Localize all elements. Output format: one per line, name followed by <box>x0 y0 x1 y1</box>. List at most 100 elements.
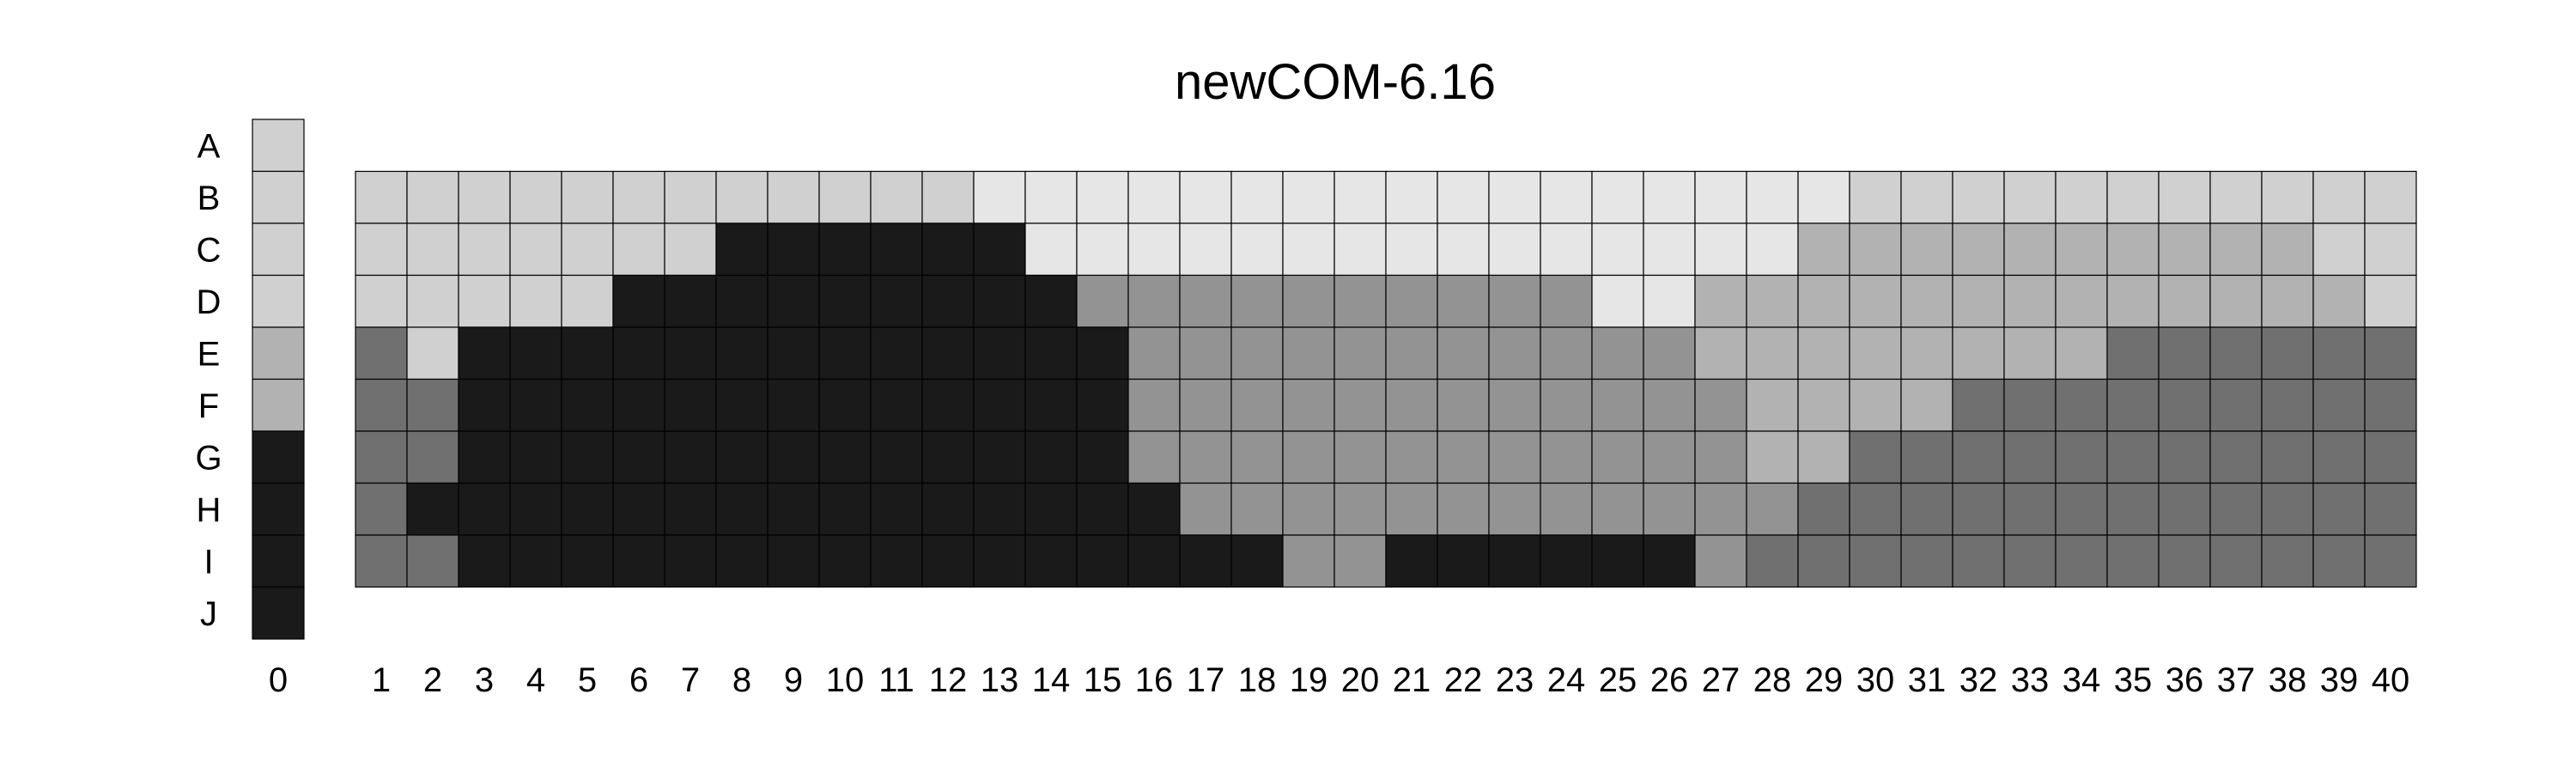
cell-g-27 <box>1694 430 1747 484</box>
cell-e-0 <box>252 326 305 380</box>
cell-b-39 <box>2312 170 2366 224</box>
cell-b-36 <box>2158 170 2211 224</box>
cell-b-11 <box>870 170 923 224</box>
cell-f-35 <box>2106 378 2160 432</box>
cell-b-5 <box>561 170 614 224</box>
cell-h-20 <box>1334 482 1387 536</box>
cell-e-27 <box>1694 326 1747 380</box>
row-label-a: A <box>197 127 221 165</box>
column-label-39: 39 <box>2320 661 2359 699</box>
cell-d-29 <box>1797 274 1850 328</box>
cell-e-11 <box>870 326 923 380</box>
cell-e-20 <box>1334 326 1387 380</box>
cell-i-28 <box>1746 534 1799 588</box>
cell-d-2 <box>406 274 459 328</box>
column-0-strip <box>252 119 305 640</box>
column-label-0: 0 <box>269 661 288 699</box>
cell-h-8 <box>715 482 769 536</box>
cell-b-22 <box>1437 170 1490 224</box>
column-label-5: 5 <box>578 661 597 699</box>
column-label-15: 15 <box>1084 661 1122 699</box>
column-label-29: 29 <box>1805 661 1844 699</box>
cell-d-22 <box>1437 274 1490 328</box>
cell-c-17 <box>1179 222 1232 277</box>
cell-h-1 <box>355 482 408 536</box>
cell-f-27 <box>1694 378 1747 432</box>
column-label-22: 22 <box>1444 661 1483 699</box>
cell-g-36 <box>2158 430 2211 484</box>
cell-g-15 <box>1076 430 1129 484</box>
column-label-17: 17 <box>1187 661 1225 699</box>
cell-i-8 <box>715 534 769 588</box>
cell-i-21 <box>1385 534 1438 588</box>
cell-c-6 <box>612 222 665 277</box>
cell-h-31 <box>1900 482 1953 536</box>
cell-c-0 <box>252 222 305 277</box>
cell-c-20 <box>1334 222 1387 277</box>
cell-d-20 <box>1334 274 1387 328</box>
cell-d-15 <box>1076 274 1129 328</box>
cell-e-31 <box>1900 326 1953 380</box>
column-label-14: 14 <box>1032 661 1071 699</box>
cell-f-10 <box>818 378 872 432</box>
cell-i-15 <box>1076 534 1129 588</box>
cell-d-35 <box>2106 274 2160 328</box>
column-label-40: 40 <box>2372 661 2410 699</box>
cell-e-30 <box>1849 326 1902 380</box>
cell-c-29 <box>1797 222 1850 277</box>
cell-c-28 <box>1746 222 1799 277</box>
row-label-b: B <box>197 180 221 217</box>
cell-e-2 <box>406 326 459 380</box>
column-label-23: 23 <box>1496 661 1534 699</box>
cell-g-38 <box>2261 430 2314 484</box>
cell-e-6 <box>612 326 665 380</box>
cell-g-0 <box>252 430 305 484</box>
cell-f-4 <box>509 378 562 432</box>
cell-h-32 <box>1952 482 2005 536</box>
cell-b-14 <box>1024 170 1078 224</box>
cell-c-24 <box>1540 222 1593 277</box>
cell-e-21 <box>1385 326 1438 380</box>
cell-b-23 <box>1488 170 1541 224</box>
column-label-21: 21 <box>1393 661 1431 699</box>
cell-j-0 <box>252 586 305 640</box>
cell-c-12 <box>921 222 975 277</box>
cell-f-14 <box>1024 378 1078 432</box>
cell-a-0 <box>252 119 305 173</box>
cell-h-28 <box>1746 482 1799 536</box>
cell-c-36 <box>2158 222 2211 277</box>
cell-c-4 <box>509 222 562 277</box>
cell-b-28 <box>1746 170 1799 224</box>
cell-d-8 <box>715 274 769 328</box>
cell-g-20 <box>1334 430 1387 484</box>
cell-c-40 <box>2364 222 2417 277</box>
cell-b-1 <box>355 170 408 224</box>
cell-b-15 <box>1076 170 1129 224</box>
cell-e-17 <box>1179 326 1232 380</box>
cell-c-14 <box>1024 222 1078 277</box>
column-label-2: 2 <box>423 661 442 699</box>
cell-d-9 <box>767 274 820 328</box>
cell-d-13 <box>973 274 1026 328</box>
cell-d-33 <box>2003 274 2057 328</box>
cell-h-21 <box>1385 482 1438 536</box>
cell-g-19 <box>1282 430 1335 484</box>
cell-d-31 <box>1900 274 1953 328</box>
cell-b-3 <box>458 170 511 224</box>
cell-g-25 <box>1591 430 1644 484</box>
cell-d-21 <box>1385 274 1438 328</box>
cell-c-13 <box>973 222 1026 277</box>
cell-e-26 <box>1643 326 1696 380</box>
cell-h-4 <box>509 482 562 536</box>
cell-i-20 <box>1334 534 1387 588</box>
cell-f-39 <box>2312 378 2366 432</box>
cell-b-38 <box>2261 170 2314 224</box>
cell-e-15 <box>1076 326 1129 380</box>
cell-b-0 <box>252 170 305 224</box>
cell-g-40 <box>2364 430 2417 484</box>
cell-f-22 <box>1437 378 1490 432</box>
row-label-i: I <box>204 543 213 581</box>
cell-h-7 <box>664 482 717 536</box>
cell-f-31 <box>1900 378 1953 432</box>
row-label-g: G <box>195 439 222 477</box>
